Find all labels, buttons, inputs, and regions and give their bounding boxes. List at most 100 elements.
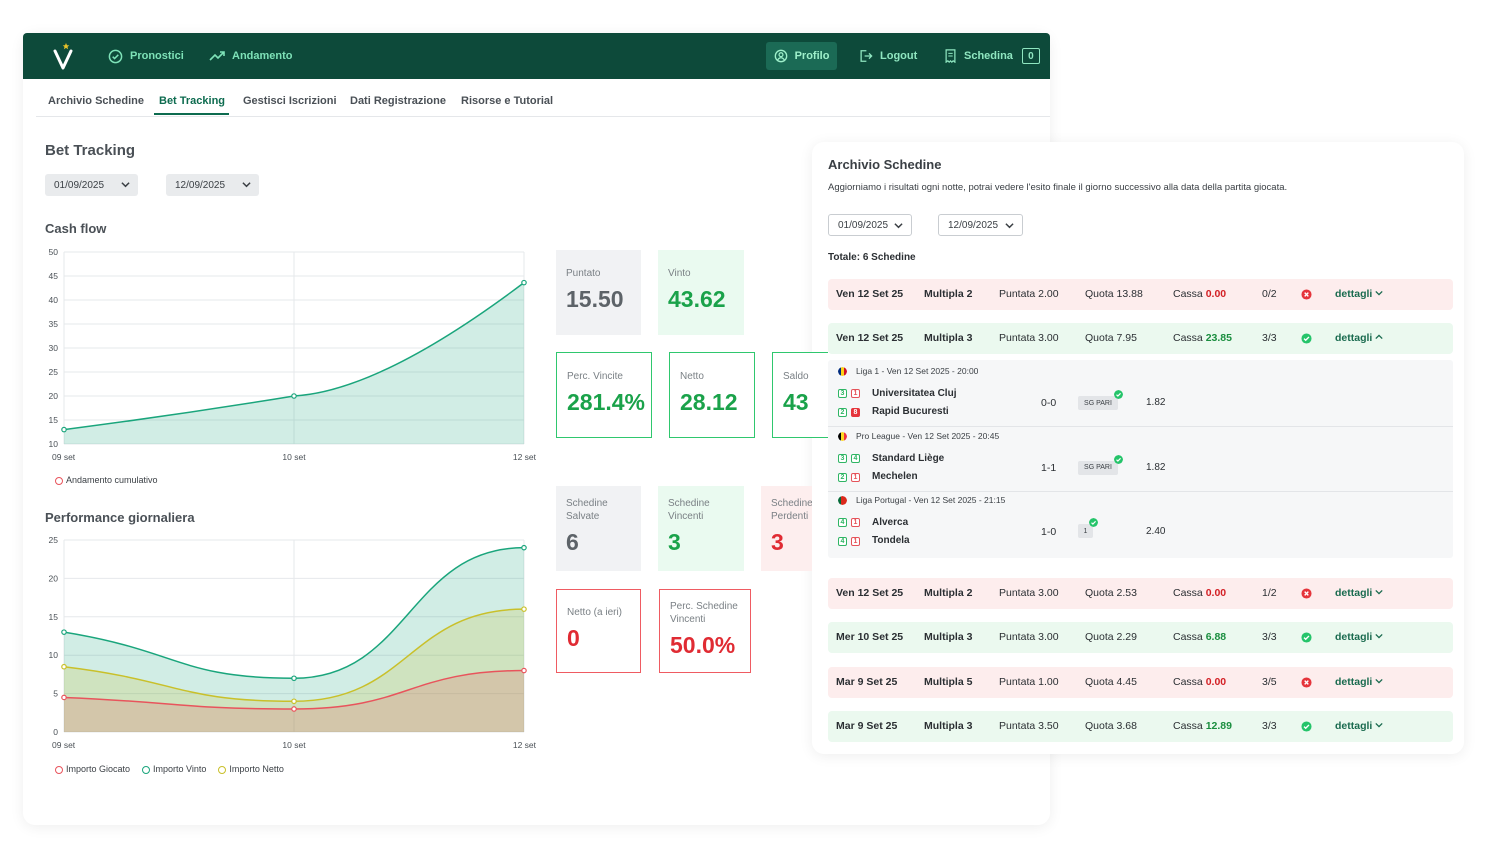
cassa-value: 0.00 (1205, 587, 1227, 599)
details-toggle[interactable]: dettagli (1335, 676, 1383, 688)
stat-puntato: Puntato 15.50 (556, 250, 641, 335)
tracking-date-from[interactable]: 01/09/2025 (45, 174, 138, 196)
y-tick-label: 30 (49, 343, 59, 353)
check-circle-icon (108, 49, 123, 63)
puntata-value: 2.00 (1038, 288, 1059, 300)
logout-label: Logout (880, 50, 918, 62)
schedina-button[interactable]: Schedina 0 (944, 33, 1040, 79)
x-tick-label: 10 set (282, 740, 306, 750)
y-tick-label: 15 (49, 415, 59, 425)
tracking-date-to-value: 12/09/2025 (175, 179, 226, 191)
quota-value: 2.29 (1116, 631, 1137, 643)
tab-risorse-tutorial[interactable]: Risorse e Tutorial (461, 95, 554, 107)
archive-date-to-value: 12/09/2025 (948, 219, 999, 231)
flag-icon (838, 496, 847, 505)
form-badge: 3 (838, 453, 847, 463)
data-point (61, 629, 67, 635)
details-label: dettagli (1335, 332, 1373, 344)
logout-button[interactable]: Logout (858, 33, 917, 79)
away-team: Tondela (872, 535, 910, 546)
x-tick-label: 10 set (282, 452, 306, 462)
tab-bet-tracking[interactable]: Bet Tracking (159, 95, 226, 107)
schedina-row[interactable]: Mar 9 Set 25 Multipla 3 Puntata 3.50 Quota … (828, 711, 1453, 742)
form-badge: 2 (838, 472, 847, 482)
schedina-row[interactable]: Mar 9 Set 25 Multipla 5 Puntata 1.00 Quota … (828, 667, 1453, 698)
details-toggle[interactable]: dettagli (1335, 332, 1383, 344)
x-tick-label: 09 set (52, 452, 76, 462)
puntata-label: Puntata (999, 288, 1036, 300)
flag-icon (838, 367, 847, 376)
check-icon (1089, 518, 1098, 527)
chevron-up-icon (1375, 334, 1383, 340)
check-circle-icon (1301, 632, 1312, 643)
form-badge: 2 (838, 408, 847, 417)
cassa-label: Cassa (1173, 676, 1203, 688)
archive-description: Aggiorniamo i risultati ogni notte, potr… (828, 182, 1288, 193)
schedina-type: Multipla 5 (924, 676, 973, 688)
tab-gestisci-iscrizioni[interactable]: Gestisci Iscrizioni (243, 95, 337, 107)
schedina-puntata: Puntata 2.00 (999, 288, 1059, 300)
details-toggle[interactable]: dettagli (1335, 631, 1383, 643)
schedina-puntata: Puntata 3.00 (999, 332, 1059, 344)
schedina-row[interactable]: Mer 10 Set 25 Multipla 3 Puntata 3.00 Quota… (828, 622, 1453, 653)
away-team: Mechelen (872, 470, 918, 482)
legend-label: Importo Giocato (66, 764, 131, 774)
stat-value: 50.0% (670, 632, 736, 658)
profile-label: Profilo (794, 50, 830, 62)
stat-value: 15.50 (566, 286, 624, 312)
cashflow-legend: Andamento cumulativo (55, 475, 158, 485)
tracking-date-from-value: 01/09/2025 (54, 179, 105, 191)
cassa-label: Cassa (1173, 288, 1203, 300)
data-point (291, 698, 297, 705)
site-logo[interactable] (51, 41, 75, 71)
tracking-date-to[interactable]: 12/09/2025 (166, 174, 259, 196)
form-badge: 1 (851, 389, 860, 398)
y-tick-label: 10 (49, 439, 59, 449)
archive-date-from[interactable]: 01/09/2025 (828, 214, 912, 236)
y-tick-label: 35 (49, 319, 59, 329)
stat-value: 3 (668, 529, 681, 555)
cassa-value: 0.00 (1205, 676, 1227, 688)
chevron-down-icon (1375, 633, 1383, 639)
schedina-row[interactable]: Ven 12 Set 25 Multipla 3 Puntata 3.00 Quota… (828, 323, 1453, 354)
nav-andamento-label: Andamento (232, 50, 293, 62)
stat-label: Schedine Vincenti (668, 498, 710, 522)
legend-label: Importo Vinto (153, 764, 207, 774)
data-point (521, 667, 527, 674)
match-odd: 1.82 (1146, 461, 1166, 473)
nav-pronostici[interactable]: Pronostici (108, 33, 184, 79)
match-score: 0-0 (1041, 397, 1057, 409)
tab-archivio-schedine[interactable]: Archivio Schedine (48, 95, 144, 107)
schedina-quota: Quota 2.53 (1085, 587, 1137, 599)
archive-date-from-value: 01/09/2025 (838, 219, 889, 231)
details-toggle[interactable]: dettagli (1335, 720, 1383, 732)
schedina-row[interactable]: Ven 12 Set 25 Multipla 2 Puntata 2.00 Quota… (828, 279, 1453, 310)
puntata-label: Puntata (999, 676, 1036, 688)
schedina-cassa: Cassa 6.88 (1173, 631, 1226, 643)
quota-label: Quota (1085, 631, 1114, 643)
nav-andamento[interactable]: Andamento (209, 33, 293, 79)
quota-value: 13.88 (1116, 288, 1143, 300)
performance-chart: 0 5 10 15 20 25 09 set 10 set 12 set (49, 535, 537, 750)
chevron-down-icon (1375, 722, 1383, 728)
pick-badge: 1 (1078, 518, 1098, 538)
archive-date-to[interactable]: 12/09/2025 (938, 214, 1023, 236)
details-label: dettagli (1335, 676, 1373, 688)
schedina-quota: Quota 13.88 (1085, 288, 1143, 300)
details-toggle[interactable]: dettagli (1335, 587, 1383, 599)
schedina-row[interactable]: Ven 12 Set 25 Multipla 2 Puntata 3.00 Quota… (828, 578, 1453, 609)
trend-up-icon (209, 51, 225, 61)
data-point (521, 544, 527, 551)
stat-label: Perc. Schedine Vincenti (670, 601, 738, 625)
schedina-count-badge: 0 (1021, 48, 1040, 64)
stat-label: Schedine Perdenti (771, 498, 812, 522)
match-item: Pro League - Ven 12 Set 2025 - 20:45 3 4 2 1… (828, 425, 1453, 489)
schedina-date: Mer 10 Set 25 (836, 631, 904, 643)
schedina-type: Multipla 3 (924, 720, 973, 732)
schedina-type: Multipla 3 (924, 332, 973, 344)
schedina-type: Multipla 2 (924, 288, 973, 300)
details-toggle[interactable]: dettagli (1335, 288, 1383, 300)
profile-button[interactable]: Profilo (766, 42, 837, 70)
schedina-date: Mar 9 Set 25 (836, 720, 898, 732)
tab-dati-registrazione[interactable]: Dati Registrazione (350, 95, 446, 107)
